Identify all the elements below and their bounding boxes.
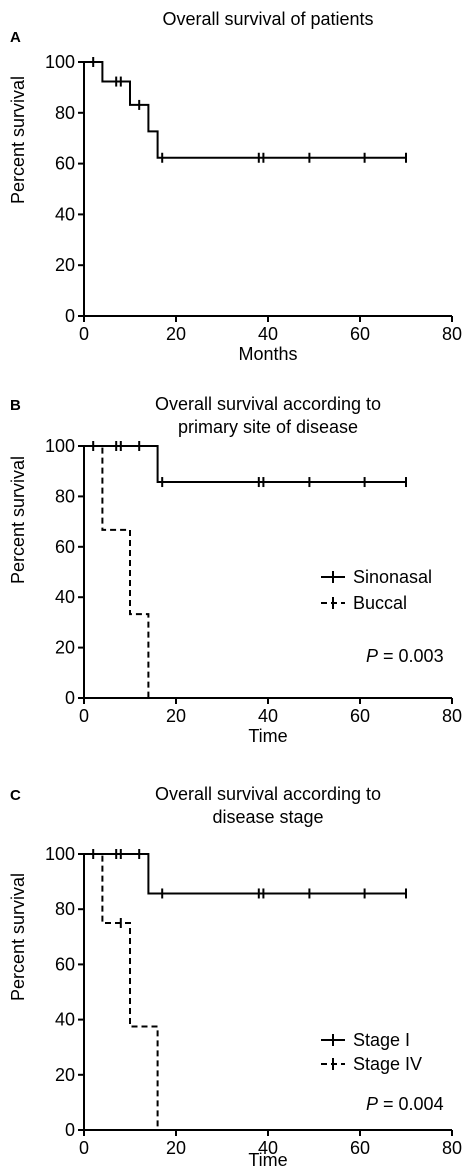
x-tick-label: 0 [79, 324, 89, 344]
chart-title-line-2: disease stage [212, 807, 323, 827]
p-label: P [366, 646, 378, 666]
survival-curve-stage-i [84, 853, 406, 895]
x-tick-label: 20 [166, 324, 186, 344]
panel-c: C Overall survival according to disease … [8, 784, 462, 1170]
x-axis-label: Months [238, 344, 297, 364]
chart-title-line-1: Overall survival of patients [162, 9, 373, 29]
y-tick-label: 80 [55, 103, 75, 123]
y-tick-label: 100 [45, 844, 75, 864]
x-tick-label: 40 [258, 706, 278, 726]
legend-label-buccal: Buccal [353, 593, 407, 613]
panel-label: B [10, 397, 21, 414]
plot-area: 0 20 40 60 80 0 20 40 60 80 100 [45, 436, 462, 726]
y-axis-label: Percent survival [8, 456, 28, 584]
x-tick-label: 20 [166, 706, 186, 726]
p-value-annotation: P = 0.003 [366, 646, 444, 666]
y-tick-label: 40 [55, 204, 75, 224]
x-tick-label: 60 [350, 324, 370, 344]
plot-area: 0 20 40 60 80 0 20 40 60 80 100 [45, 844, 462, 1158]
x-axis-label: Time [248, 726, 287, 746]
x-tick-label: 20 [166, 1138, 186, 1158]
y-tick-label: 100 [45, 52, 75, 72]
p-value-annotation: P = 0.004 [366, 1094, 444, 1114]
y-tick-label: 80 [55, 486, 75, 506]
x-tick-label: 40 [258, 324, 278, 344]
y-tick-label: 20 [55, 638, 75, 658]
y-tick-label: 20 [55, 1065, 75, 1085]
y-axis-label: Percent survival [8, 873, 28, 1001]
legend-label-stage-iv: Stage IV [353, 1054, 422, 1074]
chart-title-line-2: primary site of disease [178, 417, 358, 437]
panel-label: A [10, 29, 21, 46]
survival-curve-all [84, 61, 406, 159]
y-tick-label: 20 [55, 255, 75, 275]
legend: Sinonasal Buccal [321, 567, 432, 613]
y-tick-label: 0 [65, 306, 75, 326]
panel-label: C [10, 787, 21, 804]
y-axis-label: Percent survival [8, 76, 28, 204]
x-axis-label: Time [248, 1150, 287, 1170]
x-tick-label: 60 [350, 1138, 370, 1158]
chart-title-line-1: Overall survival according to [155, 784, 381, 804]
legend-label-sinonasal: Sinonasal [353, 567, 432, 587]
survival-curve-sinonasal [84, 445, 406, 484]
y-tick-label: 60 [55, 954, 75, 974]
y-tick-label: 100 [45, 436, 75, 456]
panel-a: A Overall survival of patients Percent s… [8, 9, 462, 364]
x-tick-label: 0 [79, 1138, 89, 1158]
legend: Stage I Stage IV [321, 1030, 422, 1074]
y-tick-label: 0 [65, 688, 75, 708]
x-tick-label: 80 [442, 324, 462, 344]
y-tick-label: 0 [65, 1120, 75, 1140]
plot-area: 0 20 40 60 80 0 20 40 60 80 100 [45, 52, 462, 344]
y-tick-label: 40 [55, 1010, 75, 1030]
y-tick-label: 60 [55, 154, 75, 174]
p-value: = 0.004 [378, 1094, 444, 1114]
p-value: = 0.003 [378, 646, 444, 666]
x-tick-label: 80 [442, 706, 462, 726]
survival-curve-buccal [84, 445, 406, 699]
y-tick-label: 60 [55, 537, 75, 557]
x-tick-label: 60 [350, 706, 370, 726]
x-tick-label: 0 [79, 706, 89, 726]
p-label: P [366, 1094, 378, 1114]
y-tick-label: 40 [55, 587, 75, 607]
legend-label-stage-i: Stage I [353, 1030, 410, 1050]
survival-curve-stage-iv [84, 853, 159, 1130]
x-tick-label: 40 [258, 1138, 278, 1158]
panel-b: B Overall survival according to primary … [8, 394, 462, 746]
y-tick-label: 80 [55, 899, 75, 919]
chart-title-line-1: Overall survival according to [155, 394, 381, 414]
x-tick-label: 80 [442, 1138, 462, 1158]
